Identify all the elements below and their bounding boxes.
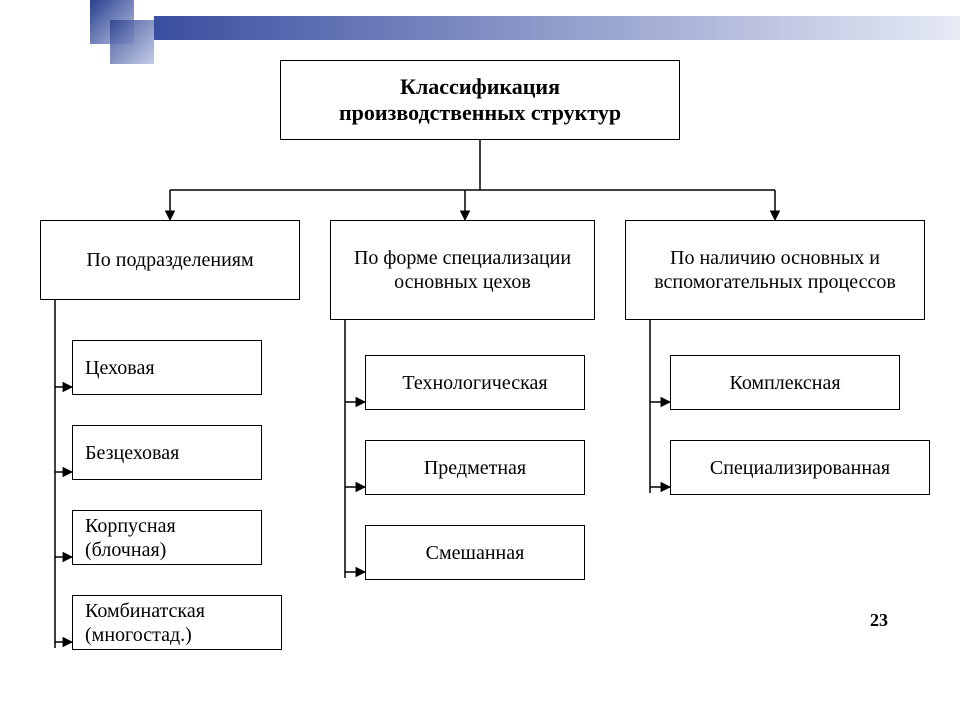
branch-label: По наличию основных и вспомогательных пр… [634, 246, 916, 294]
leaf-label: Смешанная [426, 541, 525, 565]
page-number: 23 [870, 610, 888, 631]
root-node: Классификация производственных структур [280, 60, 680, 140]
leaf-node: Специализированная [670, 440, 930, 495]
leaf-node: Комбинатская (многостад.) [72, 595, 282, 650]
leaf-node: Предметная [365, 440, 585, 495]
branch-node: По наличию основных и вспомогательных пр… [625, 220, 925, 320]
root-line2: производственных структур [339, 100, 621, 126]
leaf-label: Корпусная (блочная) [85, 514, 253, 562]
leaf-label: Цеховая [85, 356, 155, 380]
leaf-label: Специализированная [710, 456, 890, 480]
leaf-node: Технологическая [365, 355, 585, 410]
leaf-label: Технологическая [402, 371, 547, 395]
leaf-label: Предметная [424, 456, 526, 480]
branch-node: По подразделениям [40, 220, 300, 300]
leaf-node: Смешанная [365, 525, 585, 580]
leaf-node: Цеховая [72, 340, 262, 395]
branch-node: По форме специализации основных цехов [330, 220, 595, 320]
leaf-label: Комплексная [729, 371, 840, 395]
leaf-node: Корпусная (блочная) [72, 510, 262, 565]
branch-label: По форме специализации основных цехов [339, 246, 586, 294]
leaf-node: Комплексная [670, 355, 900, 410]
leaf-node: Безцеховая [72, 425, 262, 480]
leaf-label: Безцеховая [85, 441, 179, 465]
diagram-stage: Классификация производственных структур … [0, 0, 960, 720]
root-line1: Классификация [339, 74, 621, 100]
leaf-label: Комбинатская (многостад.) [85, 599, 273, 647]
branch-label: По подразделениям [86, 248, 253, 272]
